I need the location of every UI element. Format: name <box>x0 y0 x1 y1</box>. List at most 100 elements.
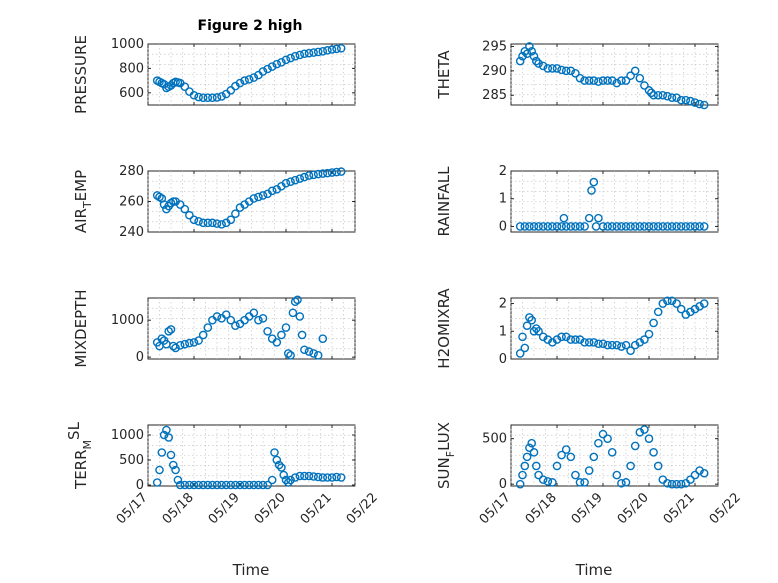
data-point <box>240 76 249 85</box>
data-point <box>226 480 236 490</box>
data-point <box>185 338 194 348</box>
y-tick-label: 1000 <box>111 37 144 52</box>
data-point <box>313 169 323 179</box>
data-point <box>584 213 594 223</box>
figure-title: Figure 2 high <box>198 18 303 34</box>
data-point <box>295 174 305 183</box>
x-tick-label: 05/21 <box>298 490 335 527</box>
data-point <box>272 59 282 69</box>
data-point <box>617 222 626 231</box>
data-point <box>580 478 589 487</box>
data-point <box>254 480 263 490</box>
data-point <box>626 222 635 231</box>
data-point <box>281 178 291 188</box>
data-point <box>152 478 162 487</box>
data-point <box>203 323 213 332</box>
data-point <box>534 222 543 231</box>
data-point <box>323 473 332 482</box>
data-point <box>543 335 553 344</box>
x-tick-label: 05/18 <box>160 490 197 527</box>
data-point <box>318 473 328 482</box>
data-point <box>612 222 622 231</box>
y-axis-label: THETA <box>435 50 453 100</box>
data-point <box>157 448 167 457</box>
y-tick-label: 0 <box>136 350 144 365</box>
data-point <box>221 480 231 490</box>
data-point <box>281 55 291 65</box>
data-point <box>323 46 332 55</box>
data-point <box>212 312 222 321</box>
x-axis-label-left: Time <box>232 561 270 579</box>
data-point <box>226 315 236 325</box>
data-point <box>198 480 208 490</box>
panel-mixdepth: 0 1000 MIXDEPTH <box>72 289 356 368</box>
data-point <box>571 222 580 231</box>
data-point <box>258 67 268 76</box>
data-point <box>288 308 298 318</box>
data-point <box>166 325 176 334</box>
data-point <box>584 76 594 85</box>
y-tick-label: 280 <box>119 164 144 179</box>
data-point <box>534 326 543 336</box>
data-point <box>527 47 537 56</box>
data-point <box>559 213 569 223</box>
data-point <box>630 66 640 76</box>
data-point <box>676 479 686 489</box>
data-point <box>244 480 254 490</box>
y-tick-label: 500 <box>482 432 507 447</box>
data-point <box>286 177 295 186</box>
data-point <box>281 475 291 485</box>
data-point <box>653 461 663 471</box>
data-point <box>598 429 608 439</box>
data-point <box>327 473 337 482</box>
data-point <box>286 53 295 63</box>
data-point <box>290 175 300 185</box>
data-point <box>557 65 566 75</box>
data-point <box>663 91 672 101</box>
data-point <box>686 222 695 231</box>
data-point <box>309 170 318 180</box>
data-point <box>640 335 649 344</box>
data-point <box>534 470 543 480</box>
data-point <box>304 48 314 58</box>
data-point <box>300 49 309 59</box>
data-point <box>336 167 346 176</box>
data-point <box>309 472 318 481</box>
data-point <box>548 64 557 73</box>
data-point <box>575 222 585 231</box>
data-point <box>318 169 328 178</box>
x-tick-label: 05/22 <box>707 490 744 527</box>
data-point <box>274 460 284 470</box>
data-point <box>663 478 672 488</box>
x-tick-label: 05/19 <box>569 490 606 527</box>
data-point <box>672 479 681 489</box>
data-point <box>304 347 314 356</box>
data-point <box>561 332 571 342</box>
data-point <box>584 338 594 347</box>
data-point <box>552 64 562 73</box>
data-point <box>644 329 654 339</box>
data-point <box>580 76 589 85</box>
y-axis-label: AIRTEMP <box>72 170 94 233</box>
data-point <box>166 450 176 460</box>
data-point <box>217 92 226 101</box>
data-point <box>189 90 199 100</box>
data-point <box>566 222 576 231</box>
data-point <box>270 448 279 457</box>
data-point <box>185 210 194 220</box>
y-tick-label: 2 <box>499 164 507 179</box>
data-point <box>561 66 571 76</box>
y-tick-label: 1 <box>499 324 507 339</box>
data-point <box>226 86 236 95</box>
data-point <box>695 99 704 109</box>
data-point <box>304 471 314 481</box>
panel-pressure: 600 800 1000 PRESSURE <box>72 35 356 114</box>
data-point <box>630 222 640 231</box>
data-point <box>621 76 631 85</box>
data-point <box>566 452 576 462</box>
data-point <box>630 441 640 451</box>
data-point <box>594 77 603 86</box>
panel-sun-flux: 0 500 05/17 05/18 05/19 05/20 05/21 05/22 SUNFLU… <box>435 422 744 527</box>
data-point <box>313 47 323 57</box>
data-point <box>621 340 631 350</box>
